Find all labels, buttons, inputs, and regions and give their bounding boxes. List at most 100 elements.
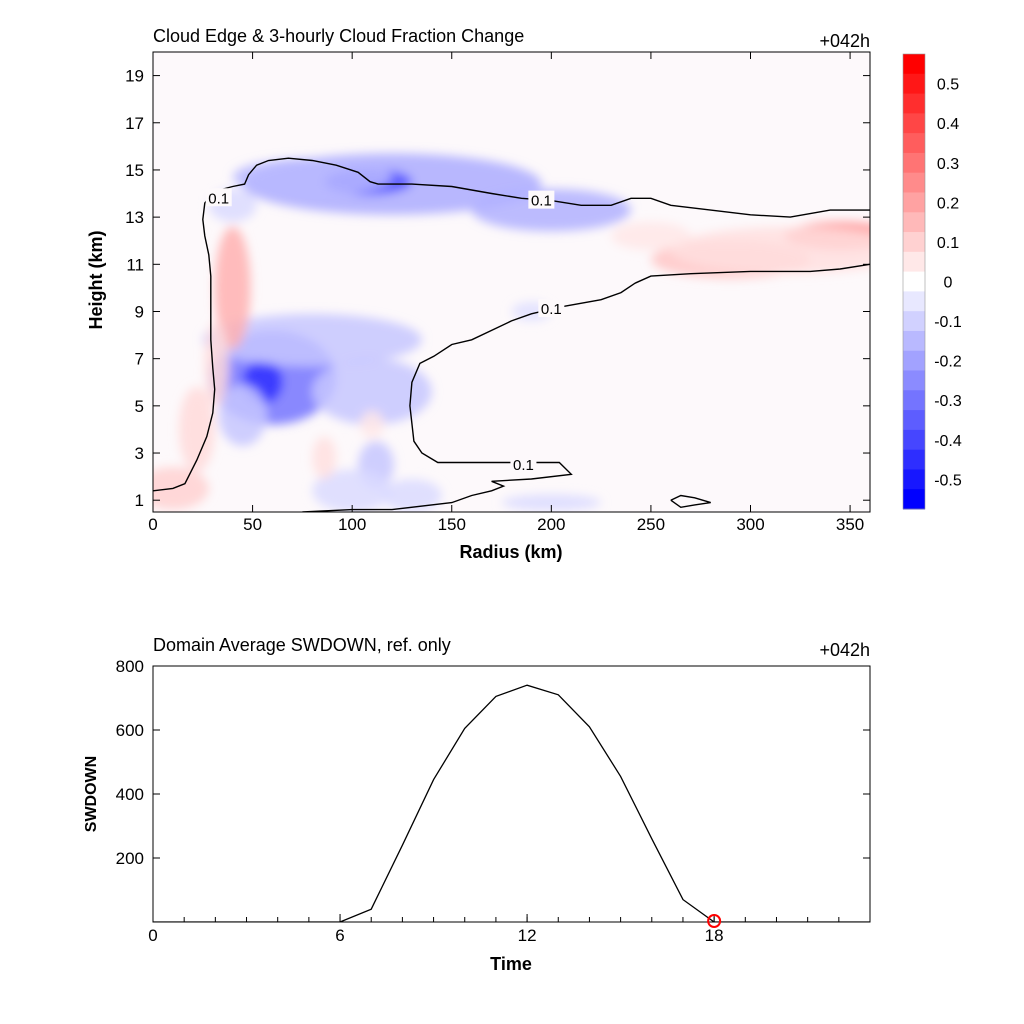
cloud-change-region-11 (178, 386, 215, 472)
colorbar-label: -0.1 (934, 314, 962, 331)
contour-timestamp: +042h (819, 31, 870, 51)
cloud-fraction-fill (153, 153, 870, 512)
contour-panel: Cloud Edge & 3-hourly Cloud Fraction Cha… (86, 26, 871, 562)
contour-label-1: 0.1 (531, 193, 552, 210)
colorbar-swatch (903, 152, 925, 174)
colorbar-swatch (903, 232, 925, 253)
colorbar-label: 0.1 (937, 235, 959, 252)
colorbar-swatch (903, 311, 925, 332)
colorbar-swatch (903, 449, 925, 470)
contour-plot-background (153, 52, 870, 512)
colorbar-swatch (903, 251, 925, 273)
cloud-change-region-2 (232, 158, 392, 196)
contour-x-axis-label: Radius (km) (459, 542, 562, 562)
y-tick-label: 3 (135, 444, 144, 463)
colorbar-label: 0.3 (937, 156, 959, 173)
colorbar-label: 0.2 (937, 195, 959, 212)
cloud-change-region-3 (471, 188, 631, 232)
colorbar-labels: 0.5 0.4 0.3 0.2 0.1 0 -0.1 -0.2 -0.3 -0.4 -0.5 (934, 77, 962, 490)
x-tick-label: 200 (537, 515, 565, 534)
line-y-axis-label: SWDOWN (83, 756, 100, 832)
y-tick-label: 400 (116, 785, 144, 804)
contour-labels: 0.1 0.1 0.1 0.1 (205, 188, 565, 474)
y-tick-label: 800 (116, 657, 144, 676)
colorbar-swatch (903, 113, 925, 134)
cloud-change-region-18 (312, 469, 392, 512)
colorbar-swatch (903, 93, 925, 114)
contour-label-background (538, 299, 565, 318)
y-tick-label: 13 (125, 208, 144, 227)
line-title: Domain Average SWDOWN, ref. only (153, 635, 451, 655)
x-tick-label: 50 (243, 515, 262, 534)
cloud-change-region-9 (214, 226, 251, 350)
contour-x-ticks: 0 50 100 150 200 250 300 350 (148, 52, 864, 534)
colorbar-swatch (903, 172, 925, 193)
x-tick-label: 250 (637, 515, 665, 534)
colorbar-swatch (903, 54, 925, 75)
colorbar-swatch (903, 192, 925, 213)
cloud-edge-contour-1 (302, 263, 870, 512)
x-tick-label: 300 (736, 515, 764, 534)
colorbar-label: 0 (944, 275, 953, 292)
colorbar: 0.5 0.4 0.3 0.2 0.1 0 -0.1 -0.2 -0.3 -0.4 -0.5 (902, 53, 962, 510)
x-tick-label: 350 (836, 515, 864, 534)
colorbar-swatch (903, 291, 925, 312)
line-y-ticks: 200 400 600 800 (116, 657, 870, 868)
contour-label-3: 0.1 (513, 457, 534, 474)
colorbar-swatch (903, 73, 925, 95)
line-panel: Domain Average SWDOWN, ref. only +042h 2… (83, 635, 871, 974)
cloud-change-region-21 (360, 410, 385, 439)
contour-y-axis-label: Height (km) (86, 230, 106, 329)
y-tick-label: 11 (126, 255, 144, 274)
cloud-change-region-22 (501, 494, 602, 511)
colorbar-swatch (903, 390, 925, 411)
line-x-axis-label: Time (490, 954, 532, 974)
colorbar-swatch (903, 489, 925, 510)
colorbar-swatch (903, 271, 925, 292)
contour-label-2: 0.1 (541, 301, 562, 318)
colorbar-swatch (903, 370, 925, 391)
current-time-marker (707, 914, 722, 928)
cloud-change-region-7 (312, 358, 432, 425)
colorbar-swatch (903, 330, 925, 352)
x-tick-label: 100 (338, 515, 366, 534)
cloud-change-region-19 (382, 478, 442, 512)
swdown-series-line (153, 684, 870, 922)
colorbar-label: -0.3 (934, 393, 962, 410)
colorbar-swatches (903, 54, 925, 510)
colorbar-label: -0.2 (934, 354, 962, 371)
y-tick-label: 1 (135, 491, 144, 510)
x-tick-label: 12 (518, 926, 537, 945)
contour-title: Cloud Edge & 3-hourly Cloud Fraction Cha… (153, 26, 524, 46)
cloud-change-region-15 (670, 226, 870, 274)
colorbar-swatch (903, 429, 925, 451)
cloud-change-region-10 (204, 320, 229, 406)
colorbar-swatch (903, 350, 925, 372)
line-x-ticks: 0 6 12 18 (148, 914, 871, 945)
cloud-edge-contour-2 (670, 494, 711, 509)
y-tick-label: 600 (116, 721, 144, 740)
contour-label-background (528, 190, 555, 209)
colorbar-swatch (903, 410, 925, 431)
contour-label-background (510, 454, 537, 473)
x-tick-label: 6 (335, 926, 344, 945)
cloud-edge-contour-0 (153, 157, 870, 492)
colorbar-swatch (903, 212, 925, 233)
x-tick-label: 18 (705, 926, 724, 945)
x-tick-label: 0 (148, 926, 157, 945)
colorbar-label: 0.5 (937, 77, 959, 94)
contour-plot-frame (152, 51, 871, 513)
cloud-change-region-16 (611, 221, 691, 251)
cloud-change-region-8 (218, 384, 267, 446)
y-tick-label: 9 (135, 302, 144, 321)
x-tick-label: 0 (148, 515, 157, 534)
line-timestamp: +042h (819, 640, 870, 660)
colorbar-label: 0.4 (937, 116, 959, 133)
colorbar-label: -0.5 (934, 472, 962, 489)
y-tick-label: 200 (116, 849, 144, 868)
cloud-edge-contours (153, 157, 870, 512)
cloud-change-region-12 (153, 467, 209, 510)
colorbar-label: -0.4 (934, 433, 962, 450)
